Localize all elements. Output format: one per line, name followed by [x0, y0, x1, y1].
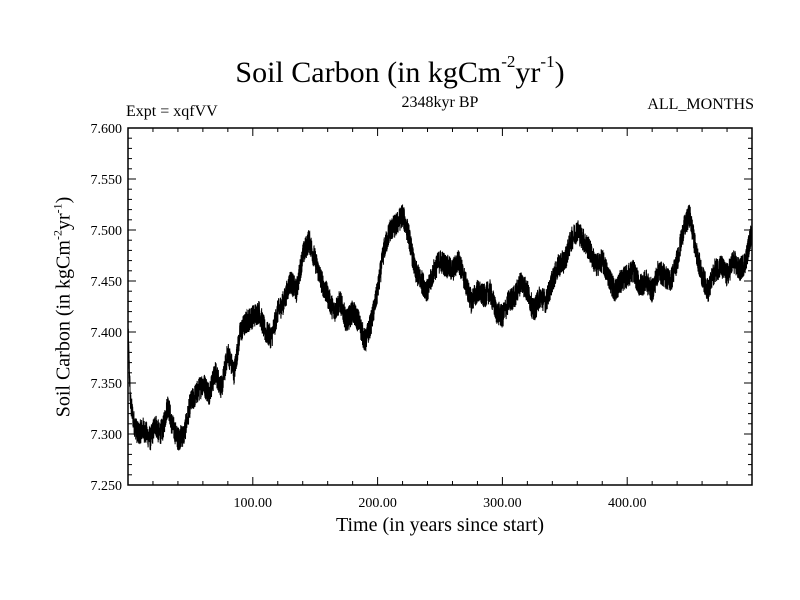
series-layer	[127, 204, 753, 451]
months-label: ALL_MONTHS	[647, 96, 754, 113]
y-tick-label: 7.350	[91, 377, 123, 392]
period-label: 2348kyr BP	[401, 94, 479, 111]
tick-layer: 7.250 7.300 7.350 7.400 7.450 7.500 7.550 7.600…	[91, 122, 752, 511]
y-tick-label: 7.450	[91, 275, 123, 290]
y-tick-label: 7.550	[91, 173, 123, 188]
y-tick-label: 7.600	[91, 122, 123, 137]
x-tick-label: 400.00	[608, 496, 647, 511]
y-tick-label: 7.500	[91, 224, 123, 239]
y-tick-label: 7.300	[91, 428, 123, 443]
y-tick-label: 7.250	[91, 479, 123, 494]
x-tick-label: 200.00	[358, 496, 397, 511]
plot-frame	[127, 127, 753, 486]
experiment-label: Expt = xqfVV	[126, 103, 218, 120]
chart-title: Soil Carbon (in kgCm-2yr-1)	[235, 52, 565, 89]
x-tick-label: 100.00	[234, 496, 273, 511]
y-tick-label: 7.400	[91, 326, 123, 341]
x-axis-label: Time (in years since start)	[335, 514, 545, 536]
x-tick-label: 300.00	[483, 496, 522, 511]
soil-carbon-series-line	[127, 204, 753, 451]
y-axis-label: Soil Carbon (in kgCm-2yr-1)	[50, 196, 75, 418]
